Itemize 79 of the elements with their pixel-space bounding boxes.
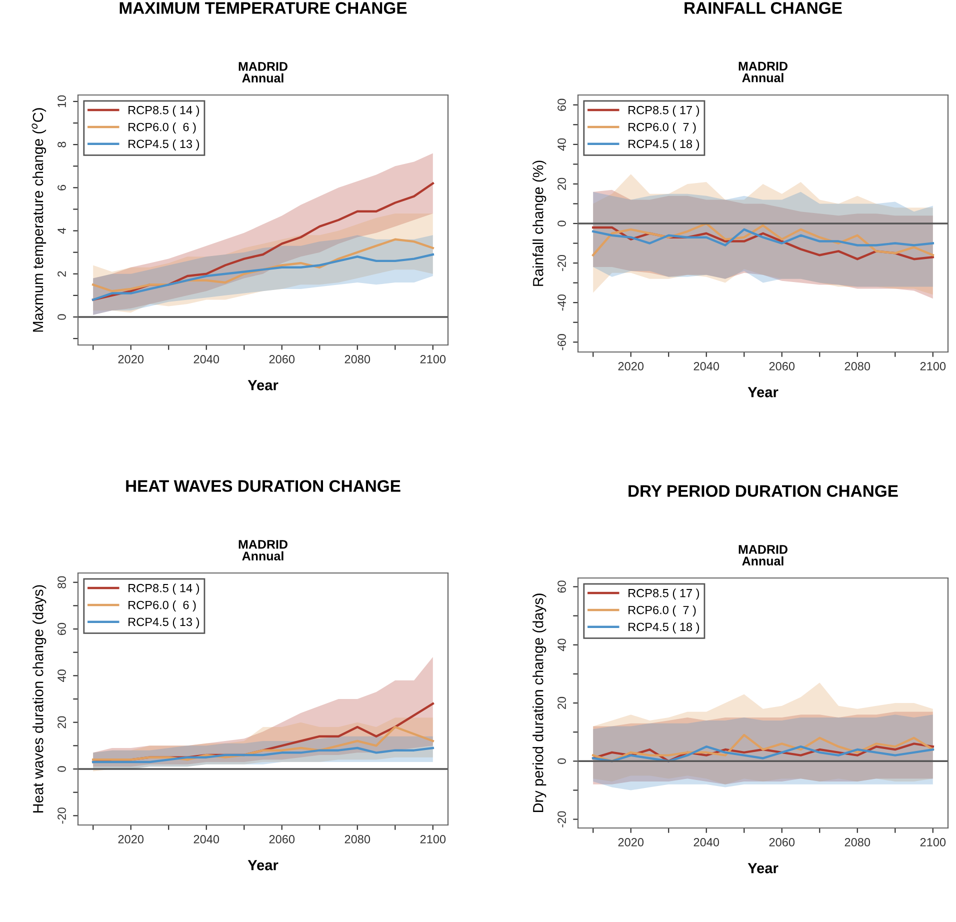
x-tick-label: 2100 xyxy=(920,838,946,846)
x-tick-label: 2080 xyxy=(344,835,370,844)
y-tick-label: 40 xyxy=(558,638,566,652)
legend-label: RCP6.0 ( 7 ) xyxy=(628,122,696,134)
x-tick-label: 2040 xyxy=(194,355,220,364)
legend-label: RCP6.0 ( 6 ) xyxy=(128,122,196,134)
y-axis-title: Maxmum temperature change ($^{o}$C) xyxy=(32,108,46,332)
x-axis-title: Year xyxy=(248,860,278,870)
y-tick-label: 60 xyxy=(558,98,566,111)
y-tick-label: 6 xyxy=(58,184,66,190)
x-tick-label: 2040 xyxy=(694,362,720,370)
y-tick-label: 40 xyxy=(558,138,566,151)
x-tick-label: 2100 xyxy=(920,362,946,370)
y-tick-label: -20 xyxy=(558,254,566,272)
y-tick-label: -20 xyxy=(558,811,566,828)
y-tick-label: 40 xyxy=(58,670,66,682)
x-tick-label: 2020 xyxy=(618,362,644,370)
legend-label: RCP4.5 ( 13 ) xyxy=(128,139,200,150)
line-series xyxy=(592,734,934,762)
legend-label: RCP4.5 ( 18 ) xyxy=(628,622,700,634)
x-tick-label: 2060 xyxy=(269,355,295,364)
y-tick-label: 4 xyxy=(58,228,66,234)
y-tick-label: -60 xyxy=(558,334,566,350)
legend-label: RCP8.5 ( 14 ) xyxy=(128,584,200,595)
x-tick-label: 2060 xyxy=(769,838,795,846)
y-tick-label: 0 xyxy=(58,314,66,320)
y-tick-label: -40 xyxy=(558,294,566,311)
y-tick-label: 0 xyxy=(58,766,66,772)
chart-title: DRY PERIOD DURATION CHANGE xyxy=(628,485,898,497)
legend-label: RCP8.5 ( 14 ) xyxy=(128,106,200,117)
y-tick-label: 80 xyxy=(58,576,66,588)
chart-title: RAINFALL CHANGE xyxy=(684,2,842,14)
y-tick-label: 60 xyxy=(58,622,66,635)
legend-label: RCP4.5 ( 18 ) xyxy=(628,139,700,150)
x-tick-label: 2100 xyxy=(420,835,446,844)
legend-label: RCP6.0 ( 7 ) xyxy=(628,606,696,617)
y-tick-label: 10 xyxy=(58,95,66,108)
line-series xyxy=(92,238,434,292)
chart-subtitle: MADRID Annual xyxy=(238,540,288,560)
line-series xyxy=(92,182,434,301)
legend-label: RCP8.5 ( 17 ) xyxy=(628,588,700,600)
chart-subtitle: MADRID Annual xyxy=(238,62,288,83)
y-tick-label: -20 xyxy=(58,808,66,824)
x-tick-label: 2020 xyxy=(618,838,644,846)
x-tick-label: 2060 xyxy=(269,835,295,844)
chart-subtitle: MADRID Annual xyxy=(738,62,788,82)
line-series xyxy=(92,253,434,301)
x-tick-label: 2060 xyxy=(769,362,795,370)
x-tick-label: 2020 xyxy=(118,835,144,844)
x-tick-label: 2040 xyxy=(194,835,220,844)
x-axis-title: Year xyxy=(748,387,778,398)
chart-subtitle: MADRID Annual xyxy=(738,545,788,566)
line-series xyxy=(592,228,934,246)
x-tick-label: 2080 xyxy=(344,355,370,364)
y-tick-label: 0 xyxy=(558,758,566,764)
x-tick-label: 2080 xyxy=(844,838,870,846)
line-series xyxy=(92,726,434,761)
chart-title: MAXIMUM TEMPERATURE CHANGE xyxy=(120,2,407,14)
x-tick-label: 2100 xyxy=(420,355,446,364)
y-axis-title: Heat waves duration change (days) xyxy=(32,585,46,812)
y-tick-label: 20 xyxy=(558,178,566,190)
x-tick-label: 2080 xyxy=(844,362,870,370)
legend-label: RCP4.5 ( 13 ) xyxy=(128,617,200,628)
y-tick-label: 2 xyxy=(58,271,66,277)
x-axis-title: Year xyxy=(748,863,778,874)
legend-label: RCP6.0 ( 6 ) xyxy=(128,600,196,612)
x-tick-label: 2040 xyxy=(694,838,720,846)
y-axis-title: Dry period duration change (days) xyxy=(532,594,546,812)
y-axis-title: Rainfall change (%) xyxy=(532,160,546,286)
y-tick-label: 0 xyxy=(558,220,566,226)
x-tick-label: 2020 xyxy=(118,355,144,364)
chart-title: HEAT WAVES DURATION CHANGE xyxy=(126,480,400,492)
y-tick-label: 8 xyxy=(58,142,66,148)
y-tick-label: 20 xyxy=(558,696,566,709)
y-tick-label: 20 xyxy=(58,716,66,728)
legend-label: RCP8.5 ( 17 ) xyxy=(628,106,700,117)
x-axis-title: Year xyxy=(248,380,278,390)
y-tick-label: 60 xyxy=(558,580,566,593)
line-series xyxy=(92,746,434,764)
